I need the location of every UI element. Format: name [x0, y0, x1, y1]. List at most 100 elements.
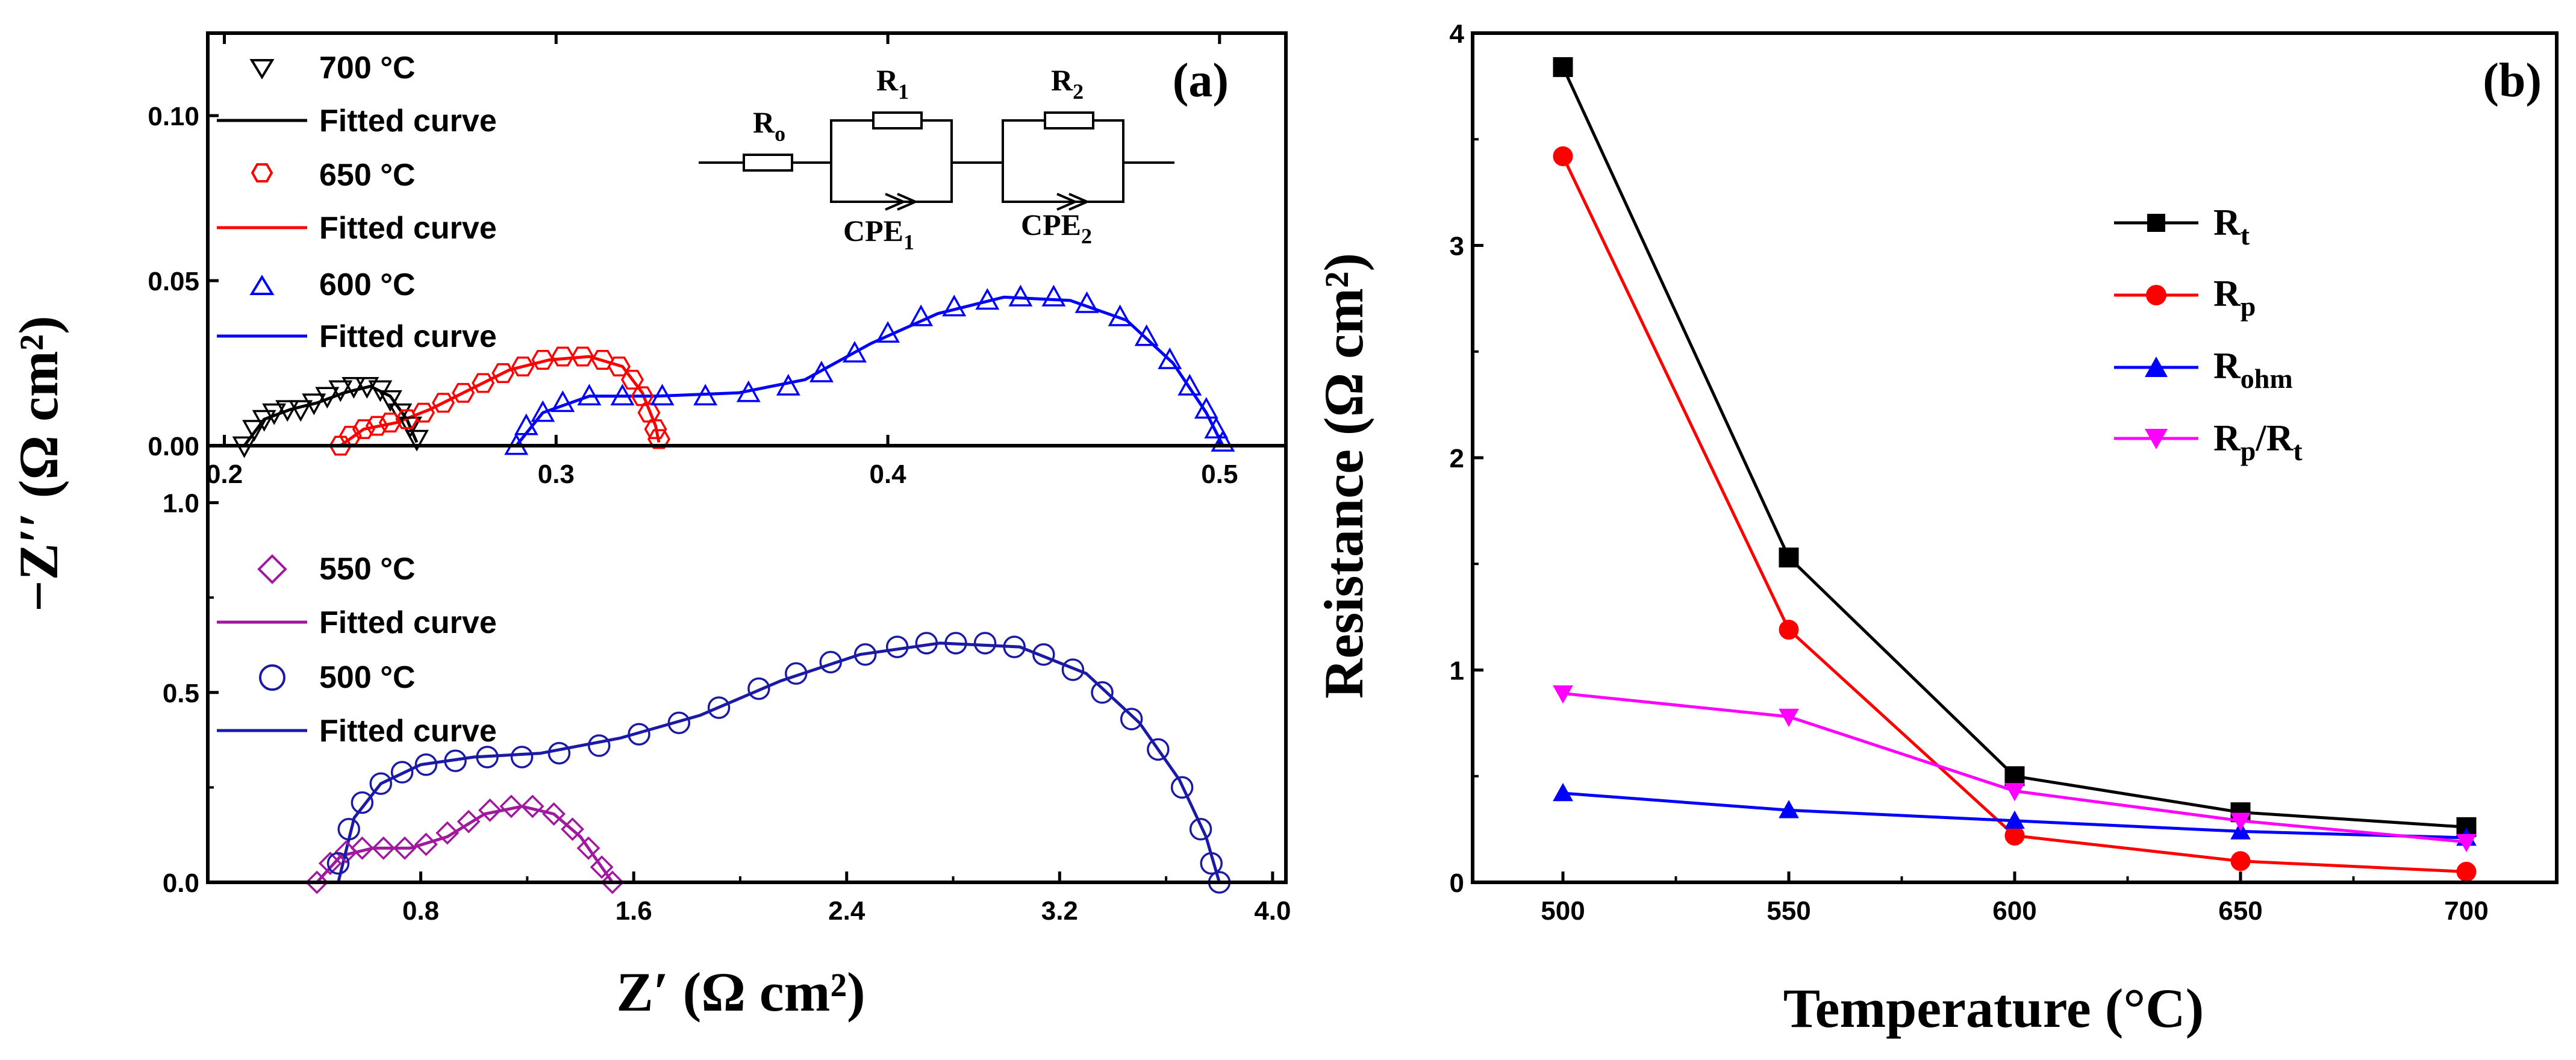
y-tick-label: 0: [1450, 868, 1464, 898]
data-point-rt: [2004, 766, 2025, 787]
legend-label-700: 700 °C: [319, 51, 416, 86]
data-point-600-c: [843, 340, 867, 363]
data-point-550-c: [542, 802, 566, 826]
data-point-600-c: [1108, 304, 1132, 326]
data-point-650-c: [647, 429, 671, 449]
data-point-650-c: [411, 402, 435, 423]
data-point-500-c: [444, 749, 467, 773]
data-point-600-c: [809, 360, 834, 382]
data-point-500-c: [819, 650, 842, 674]
data-point-700-c: [275, 400, 300, 422]
data-point-600-c: [909, 304, 934, 326]
legend-label-rt: Rt: [2213, 202, 2250, 251]
y-tick-label: 0.00: [148, 432, 199, 461]
data-point-650-c: [378, 413, 402, 433]
data-point-600-c: [514, 413, 538, 435]
data-point-500-c: [1061, 658, 1085, 681]
legend-label-550-fit: Fitted curve: [319, 605, 497, 640]
data-point-550-c: [305, 870, 329, 894]
data-point-500-c: [587, 734, 611, 757]
data-point-550-c: [372, 836, 396, 860]
data-point-500-c: [853, 643, 877, 666]
label-r0: Ro: [753, 105, 785, 146]
data-point-700-c: [302, 393, 326, 416]
data-point-700-c: [252, 410, 276, 432]
data-point-600-c: [975, 288, 1000, 310]
data-point-rp-rt: [2456, 834, 2477, 853]
data-point-600-c: [776, 373, 800, 396]
data-point-600-c: [693, 384, 718, 406]
data-point-500-c: [369, 772, 393, 795]
data-point-700-c: [405, 429, 429, 452]
data-point-700-c: [242, 420, 267, 442]
data-point-500-c: [707, 696, 731, 719]
legend-label-650-fit: Fitted curve: [319, 211, 497, 246]
panel-a-bottom-legend: 550 °C Fitted curve 500 °C Fitted curve: [217, 552, 497, 749]
data-point-600-c: [876, 321, 900, 343]
x-tick-label: 1.6: [616, 896, 652, 926]
label-cpe1: CPE1: [843, 214, 914, 254]
resistor-r1: [872, 111, 923, 129]
legend-marker-700: [249, 59, 275, 80]
x-tick-label: 0.8: [402, 896, 439, 926]
data-point-600-c: [577, 384, 602, 406]
legend-marker-rp: [2146, 285, 2166, 305]
label-r1: R1: [876, 63, 909, 104]
x-tick-label: 550: [1767, 896, 1810, 926]
data-point-700-c: [328, 380, 353, 402]
data-point-650-c: [511, 357, 535, 376]
legend-label-rp-rt: Rp/Rt: [2213, 418, 2303, 466]
data-point-600-c: [531, 400, 555, 422]
data-point-700-c: [341, 377, 366, 399]
data-point-500-c: [476, 746, 499, 768]
x-tick-label: 0.3: [538, 460, 575, 489]
data-point-650-c: [551, 346, 575, 367]
data-point-500-c: [1091, 681, 1114, 704]
data-point-550-c: [393, 836, 417, 860]
data-point-600-c: [1074, 291, 1099, 313]
data-point-600-c: [650, 384, 675, 406]
data-point-500-c: [1032, 643, 1055, 666]
legend-marker-650: [251, 163, 273, 182]
data-point-rp-rt: [2004, 783, 2025, 802]
panel-b-y-axis-label: Resistance (Ω cm²): [1313, 253, 1374, 699]
data-point-550-c: [318, 852, 342, 875]
legend-label-500: 500 °C: [319, 660, 416, 695]
legend-marker-500: [259, 664, 285, 691]
data-point-700-c: [398, 416, 422, 438]
data-point-550-c: [600, 870, 625, 894]
resistor-r2: [1044, 111, 1094, 129]
data-point-rp: [2230, 851, 2251, 871]
data-point-500-c: [1120, 708, 1143, 731]
data-point-500-c: [785, 662, 808, 685]
data-point-650-c: [531, 350, 555, 370]
data-point-550-c: [457, 809, 481, 834]
data-point-650-c: [491, 363, 515, 383]
data-point-rp: [2004, 825, 2025, 846]
data-point-650-c: [631, 386, 654, 407]
data-point-550-c: [520, 794, 544, 818]
y-tick-label: 0.5: [163, 679, 199, 708]
fitted-curve-0: [316, 805, 614, 884]
data-point-650-c: [644, 419, 667, 440]
y-tick-label: 2: [1450, 444, 1464, 473]
fitted-curve-1: [337, 641, 1221, 883]
data-point-rt: [1553, 57, 1573, 77]
data-point-600-c: [736, 380, 761, 402]
x-tick-label: 2.4: [828, 896, 865, 926]
x-tick-label: 3.2: [1041, 896, 1078, 926]
data-point-700-c: [378, 390, 402, 412]
data-point-600-c: [1008, 284, 1033, 307]
legend-marker-550: [257, 554, 287, 584]
data-point-600-c: [1134, 324, 1159, 346]
data-point-500-c: [667, 711, 691, 734]
data-point-600-c: [1041, 284, 1066, 307]
x-tick-label: 4.0: [1254, 896, 1291, 926]
fitted-curve-2: [515, 295, 1224, 447]
cpe2-arrows: [1056, 193, 1091, 211]
x-tick-label: 500: [1541, 896, 1585, 926]
data-point-500-c: [337, 817, 360, 841]
data-point-500-c: [547, 741, 571, 765]
panel-a-label: (a): [1173, 54, 1229, 107]
